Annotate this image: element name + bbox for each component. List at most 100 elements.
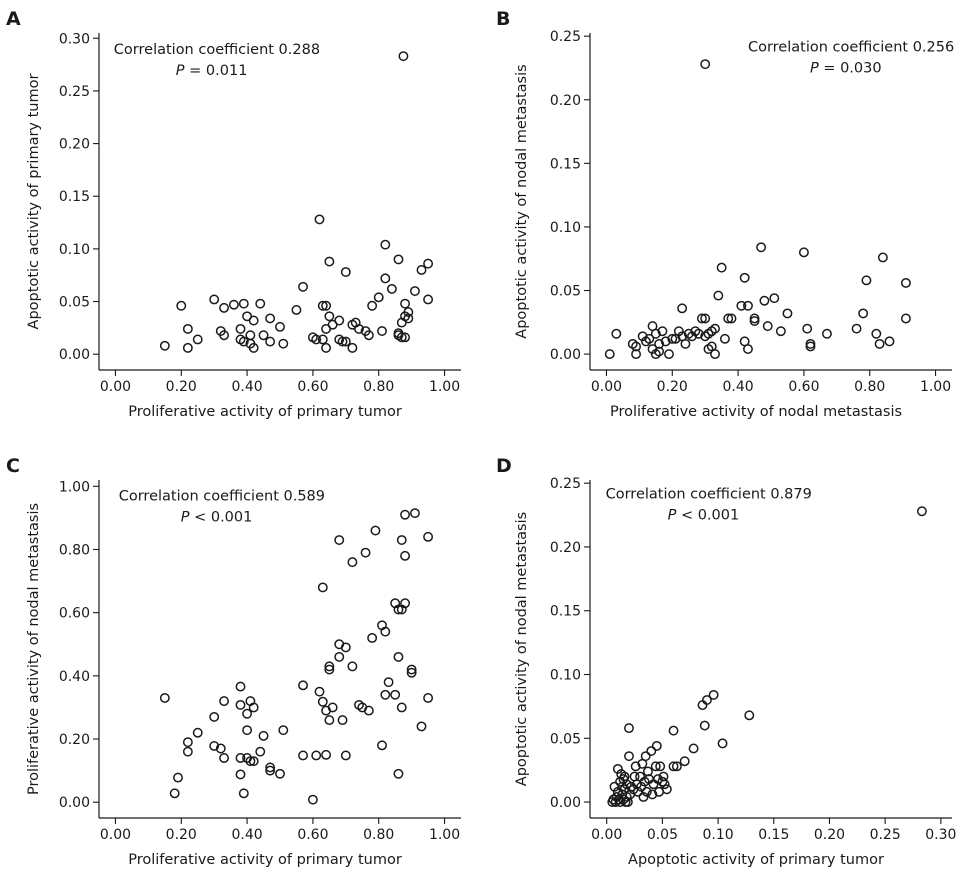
x-tick-label: 0.20 bbox=[166, 827, 197, 843]
scatter-point bbox=[648, 779, 659, 790]
scatter-point bbox=[396, 702, 407, 713]
scatter-point bbox=[307, 794, 318, 805]
y-tick-label: 0.20 bbox=[550, 93, 581, 109]
scatter-point bbox=[169, 788, 180, 799]
scatter-point bbox=[317, 334, 328, 345]
y-axis-label: Apoptotic activity of nodal metastasis bbox=[514, 64, 530, 338]
scatter-point bbox=[347, 557, 358, 568]
scatter-point bbox=[275, 321, 285, 332]
scatter-point bbox=[278, 725, 289, 736]
scatter-point bbox=[699, 720, 710, 731]
scatter-point bbox=[209, 741, 220, 751]
x-tick-label: 0.00 bbox=[591, 827, 622, 843]
scatter-point bbox=[708, 689, 719, 700]
scatter-point bbox=[696, 313, 707, 324]
scatter-point bbox=[671, 761, 682, 772]
scatter-point bbox=[641, 786, 652, 797]
scatter-point bbox=[702, 695, 712, 705]
scatter-point bbox=[324, 664, 335, 675]
scatter-point bbox=[238, 788, 249, 799]
scatter-point bbox=[871, 328, 882, 339]
p-value-text: < 0.001 bbox=[676, 507, 739, 523]
x-tick-label: 0.40 bbox=[232, 827, 263, 843]
scatter-point bbox=[713, 290, 724, 301]
y-tick-label: 0.15 bbox=[59, 189, 90, 205]
scatter-point bbox=[265, 336, 276, 347]
scatter-point bbox=[647, 789, 658, 800]
scatter-point bbox=[265, 762, 276, 773]
scatter-point bbox=[858, 308, 869, 319]
scatter-point bbox=[723, 313, 734, 324]
x-tick-label: 0.40 bbox=[232, 379, 263, 395]
scatter-point bbox=[631, 349, 642, 360]
scatter-point bbox=[611, 328, 622, 339]
scatter-point bbox=[245, 756, 256, 767]
scatter-point bbox=[182, 323, 193, 334]
scatter-point bbox=[775, 326, 786, 337]
scatter-point bbox=[370, 525, 381, 536]
scatter-point bbox=[173, 772, 183, 783]
scatter-point bbox=[719, 333, 730, 344]
scatter-point bbox=[219, 330, 230, 341]
scatter-point bbox=[219, 753, 230, 763]
scatter-point bbox=[298, 281, 308, 292]
scatter-point bbox=[396, 332, 407, 343]
scatter-point bbox=[340, 267, 351, 278]
scatter-point bbox=[248, 315, 259, 326]
scatter-point bbox=[159, 693, 170, 703]
x-tick-label: 0.25 bbox=[870, 827, 901, 843]
scatter-point bbox=[664, 349, 674, 360]
x-axis-label: Proliferative activity of primary tumor bbox=[128, 404, 402, 420]
scatter-point bbox=[710, 349, 721, 360]
scatter-point bbox=[423, 258, 434, 269]
scatter-point bbox=[176, 300, 187, 311]
scatter-point bbox=[409, 508, 420, 519]
scatter-point bbox=[219, 302, 230, 313]
scatter-point bbox=[182, 342, 193, 353]
scatter-point bbox=[798, 247, 809, 258]
panel-letter: D bbox=[496, 455, 512, 477]
scatter-point bbox=[700, 313, 711, 324]
scatter-point bbox=[604, 349, 615, 360]
scatter-point bbox=[235, 699, 246, 710]
scatter-point bbox=[311, 750, 322, 761]
scatter-point bbox=[423, 294, 434, 305]
y-tick-label: 0.05 bbox=[550, 284, 581, 300]
scatter-point bbox=[380, 689, 391, 700]
scatter-point bbox=[900, 277, 911, 288]
scatter-point bbox=[667, 333, 678, 344]
p-symbol: P bbox=[668, 507, 677, 523]
scatter-point bbox=[802, 323, 813, 334]
x-tick-label: 0.80 bbox=[363, 379, 394, 395]
scatter-point bbox=[334, 535, 345, 545]
scatter-point bbox=[321, 749, 332, 760]
x-tick-label: 0.20 bbox=[814, 827, 845, 843]
scatter-point bbox=[657, 326, 668, 337]
y-tick-label: 0.05 bbox=[59, 295, 90, 311]
x-tick-label: 0.60 bbox=[297, 827, 328, 843]
scatter-point bbox=[393, 254, 404, 265]
scatter-point bbox=[661, 784, 672, 795]
x-axis-label: Proliferative activity of primary tumor bbox=[128, 852, 402, 868]
scatter-point bbox=[228, 299, 239, 310]
x-tick-label: 0.00 bbox=[100, 827, 131, 843]
x-tick-label: 0.80 bbox=[363, 827, 394, 843]
scatter-point bbox=[647, 344, 658, 354]
scatter-point bbox=[248, 756, 259, 767]
scatter-point bbox=[717, 738, 728, 749]
y-tick-label: 0.00 bbox=[550, 795, 581, 811]
scatter-point bbox=[317, 300, 328, 311]
scatter-point bbox=[851, 323, 862, 334]
scatter-point bbox=[756, 242, 767, 253]
scatter-point bbox=[646, 746, 657, 756]
y-axis-label: Proliferative activity of nodal metastas… bbox=[26, 503, 42, 795]
correlation-annotation: Correlation coefficient 0.288 bbox=[114, 42, 320, 58]
scatter-point bbox=[317, 696, 328, 707]
scatter-point bbox=[877, 252, 888, 263]
scatter-point bbox=[874, 338, 885, 349]
scatter-point bbox=[321, 342, 332, 353]
y-tick-label: 0.10 bbox=[550, 668, 581, 684]
scatter-point bbox=[182, 746, 193, 757]
p-symbol: P bbox=[176, 63, 185, 79]
y-axis-label: Apoptotic activity of nodal metastasis bbox=[514, 512, 530, 786]
